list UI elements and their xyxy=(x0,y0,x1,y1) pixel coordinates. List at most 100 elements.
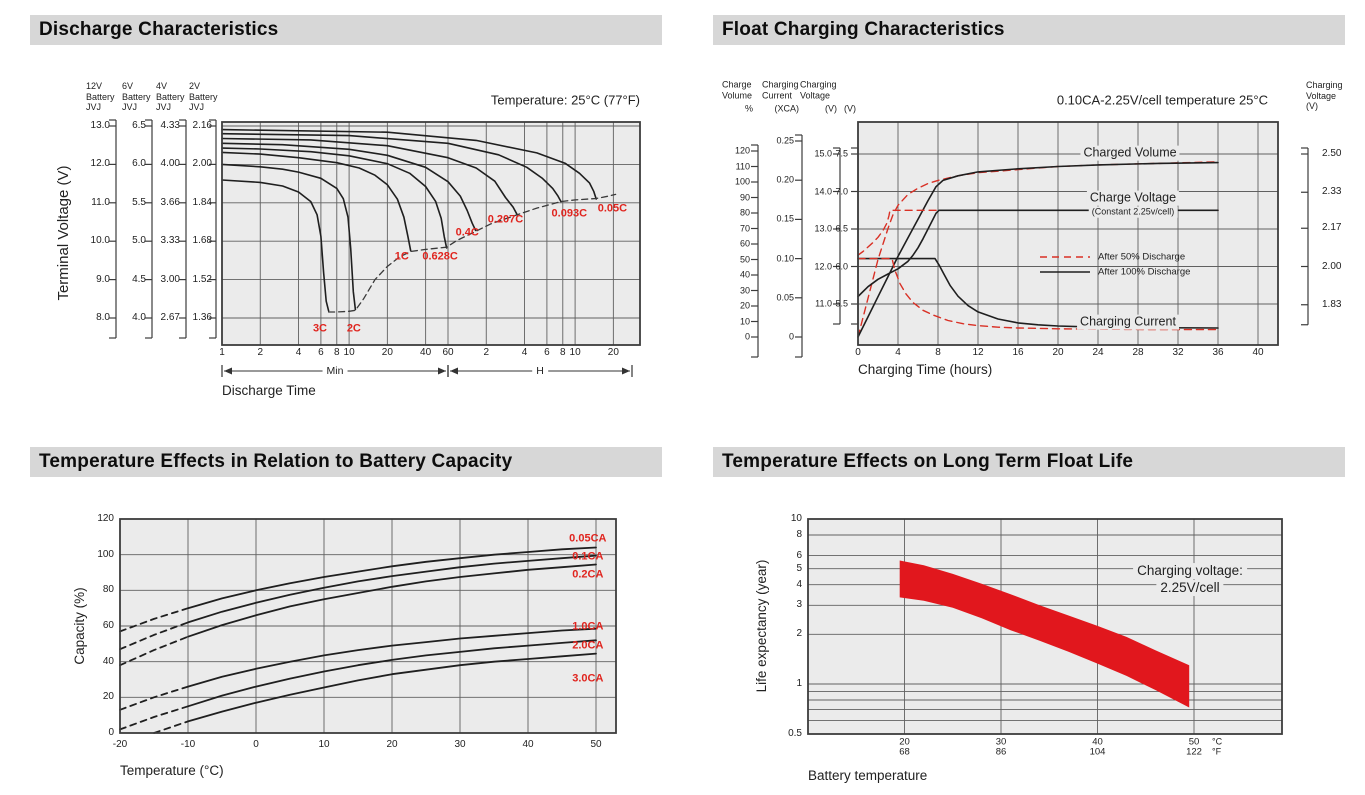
curve-label-1.0CA: 1.0CA xyxy=(572,620,604,633)
x-tick-label-celsius: 30 xyxy=(995,736,1007,748)
axis-tick-label: 6.5 xyxy=(835,223,848,234)
x-axis-label-battery-temperature: Battery temperature xyxy=(808,768,928,784)
axis-tick-label: 2.16 xyxy=(192,120,212,132)
series-0.05CA xyxy=(187,546,597,610)
series-Charge Voltage (after 50% discharge) xyxy=(857,209,1219,256)
life-expectancy-band xyxy=(899,560,1190,708)
axis-tick-label: 70 xyxy=(739,223,750,234)
series-1.0CA xyxy=(187,627,597,688)
axis-tick-label: 4.0 xyxy=(132,312,146,324)
axis-tick-label: 0.20 xyxy=(776,174,794,185)
axis-tick-label: 0.15 xyxy=(776,214,794,225)
y-tick-label: 40 xyxy=(102,655,114,667)
section-title-capacity-temperature: Temperature Effects in Relation to Batte… xyxy=(30,447,662,477)
axis-tick-label: 2.17 xyxy=(1322,222,1342,234)
axis-tick-label: 1.84 xyxy=(192,196,212,208)
axis-tick-label: 10.0 xyxy=(90,235,110,247)
x-tick-label: -10 xyxy=(180,739,196,751)
axis-tick-label: 30 xyxy=(739,285,750,296)
curve-label-2C: 2C xyxy=(346,322,361,335)
arrow-head-icon xyxy=(224,367,232,375)
x-tick-label-celsius: 50 xyxy=(1188,736,1200,748)
axis-tick-label: 3.33 xyxy=(160,235,180,247)
axis-unit-label: (V) xyxy=(844,103,856,114)
axis-tick-label: 6.0 xyxy=(835,261,848,272)
series-2.0CA-dashed xyxy=(119,705,189,731)
arrow-head-icon xyxy=(438,367,446,375)
x-tick-label-celsius: 40 xyxy=(1092,736,1103,748)
axis-tick-label: 9.0 xyxy=(96,273,110,285)
x-axis-label-temperature: Temperature (°C) xyxy=(120,763,224,779)
y-tick-label: 0.5 xyxy=(788,727,802,739)
y-tick-label: 5 xyxy=(796,562,802,574)
axis-tick-label: 100 xyxy=(734,176,750,187)
plot-background xyxy=(858,122,1278,345)
axis-column-header: Charging Voltage xyxy=(800,79,837,100)
x-tick-label-hour: 8 xyxy=(560,347,566,359)
curve-label-1C: 1C xyxy=(394,250,409,263)
series-0.4C xyxy=(221,142,477,232)
axis-column-header: Charge Volume xyxy=(722,79,753,100)
axis-tick-label: 7.0 xyxy=(835,186,848,197)
section-title-float-life: Temperature Effects on Long Term Float L… xyxy=(713,447,1345,477)
axis-tick-label: 2.50 xyxy=(1322,148,1342,160)
series-2.0CA xyxy=(187,639,597,708)
x-tick-label: 40 xyxy=(522,739,534,751)
x-tick-label-hour: 4 xyxy=(521,347,528,359)
axis-tick-label: 13.0 xyxy=(90,120,110,132)
axis-tick-label: 4.33 xyxy=(160,120,180,132)
axis-column-header: 4V Battery JVJ xyxy=(156,81,185,113)
x-tick-label-min: 10 xyxy=(343,347,355,359)
x-tick-label-hour: 6 xyxy=(544,347,550,359)
axis-tick-label: 1.83 xyxy=(1322,298,1342,310)
axis-tick-label: 2.67 xyxy=(160,312,180,324)
curve-label-charge-voltage: Charge Voltage xyxy=(1086,190,1180,206)
series-3.0CA xyxy=(187,652,597,723)
y-axis-label-terminal-voltage: Terminal Voltage (V) xyxy=(55,165,73,301)
section-title-float-charging: Float Charging Characteristics xyxy=(713,15,1345,45)
curve-label-0.628C: 0.628C xyxy=(422,250,458,263)
series-0.207C xyxy=(221,137,518,216)
y-tick-label: 3 xyxy=(796,599,802,611)
curve-label-0.1CA: 0.1CA xyxy=(572,550,604,563)
x-tick-label-hour: 2 xyxy=(483,347,490,359)
y-tick-label: 80 xyxy=(102,584,114,596)
plot-background xyxy=(222,122,640,345)
curve-sublabel-constant-voltage: (Constant 2.25v/cell) xyxy=(1088,206,1178,218)
x-tick-label-min: 20 xyxy=(381,347,393,359)
y-tick-label: 8 xyxy=(796,529,802,541)
plot-frame xyxy=(807,518,1283,735)
curve-label-0.2CA: 0.2CA xyxy=(572,568,604,581)
axis-tick-label: 7.5 xyxy=(835,148,848,159)
axis-tick-label: 8.0 xyxy=(96,312,110,324)
arrow-head-icon xyxy=(622,367,630,375)
x-tick-label-fahrenheit: 86 xyxy=(995,746,1007,758)
x-tick-label-min: 4 xyxy=(295,347,302,359)
axis-tick-label: 90 xyxy=(739,192,750,203)
x-axis-label-discharge-time: Discharge Time xyxy=(222,383,316,399)
axis-tick-label: 6.5 xyxy=(132,120,146,132)
y-tick-label: 6 xyxy=(796,549,802,561)
x-tick-label: 30 xyxy=(454,739,466,751)
unit-label-fahrenheit: °F xyxy=(1212,746,1222,757)
axis-tick-label: 12.0 xyxy=(814,261,832,272)
x-tick-label: 8 xyxy=(935,347,941,359)
axis-tick-label: 0 xyxy=(744,331,750,342)
axis-tick-label: 11.0 xyxy=(91,196,110,208)
curve-label-charging-current: Charging Current xyxy=(1077,314,1179,330)
axis-tick-label: 15.0 xyxy=(814,148,832,159)
series-1.0CA-dashed xyxy=(119,685,189,711)
y-tick-label: 60 xyxy=(102,620,114,632)
series-3C xyxy=(221,179,330,312)
x-tick-label: 32 xyxy=(1172,347,1184,359)
axis-tick-label: 11.0 xyxy=(815,298,832,309)
axis-tick-label: 1.52 xyxy=(192,273,212,285)
x-tick-label: 16 xyxy=(1012,347,1024,359)
series-0.1CA-dashed xyxy=(119,621,189,651)
curve-label-0.207C: 0.207C xyxy=(487,213,524,226)
y-tick-label: 120 xyxy=(97,513,114,525)
axis-tick-label: 10 xyxy=(739,316,750,327)
curve-label-2.0CA: 2.0CA xyxy=(572,639,604,652)
series-0.2CA-dashed xyxy=(119,635,189,667)
